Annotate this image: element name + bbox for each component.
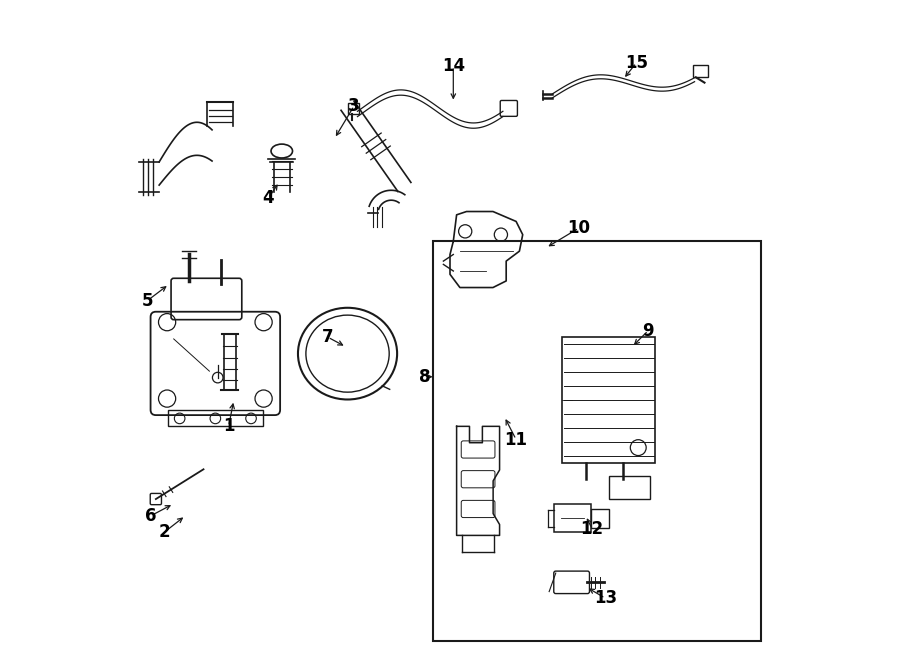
Text: 12: 12	[580, 520, 604, 538]
Bar	[608, 476, 651, 499]
Bar	[167, 410, 263, 426]
Bar	[590, 508, 609, 528]
Text: 7: 7	[322, 328, 334, 346]
Bar	[693, 65, 707, 77]
Bar	[562, 337, 655, 463]
Text: 4: 4	[263, 189, 274, 208]
Bar	[554, 504, 590, 532]
Text: 11: 11	[505, 430, 527, 449]
Text: 9: 9	[643, 321, 654, 340]
Text: 8: 8	[419, 368, 430, 386]
Text: 10: 10	[567, 219, 590, 237]
Text: 2: 2	[158, 523, 170, 541]
Text: 13: 13	[594, 589, 616, 607]
Text: 6: 6	[146, 506, 157, 525]
Bar	[347, 103, 359, 114]
Text: 15: 15	[625, 54, 648, 72]
Text: 14: 14	[442, 57, 465, 75]
Text: 3: 3	[348, 97, 360, 115]
Text: 1: 1	[223, 417, 234, 436]
Text: 5: 5	[141, 292, 153, 310]
Bar	[434, 241, 760, 641]
